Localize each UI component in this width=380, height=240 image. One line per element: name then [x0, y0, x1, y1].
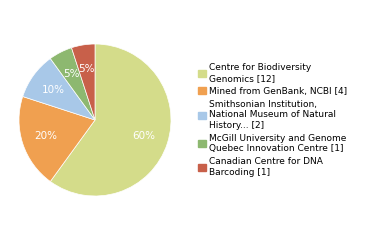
Text: 10%: 10% — [42, 85, 65, 95]
Text: 5%: 5% — [79, 64, 95, 74]
Wedge shape — [50, 44, 171, 196]
Wedge shape — [23, 59, 95, 120]
Text: 60%: 60% — [133, 131, 156, 141]
Legend: Centre for Biodiversity
Genomics [12], Mined from GenBank, NCBI [4], Smithsonian: Centre for Biodiversity Genomics [12], M… — [198, 63, 347, 177]
Text: 20%: 20% — [34, 131, 57, 141]
Text: 5%: 5% — [63, 69, 80, 79]
Wedge shape — [50, 48, 95, 120]
Wedge shape — [71, 44, 95, 120]
Wedge shape — [19, 96, 95, 181]
